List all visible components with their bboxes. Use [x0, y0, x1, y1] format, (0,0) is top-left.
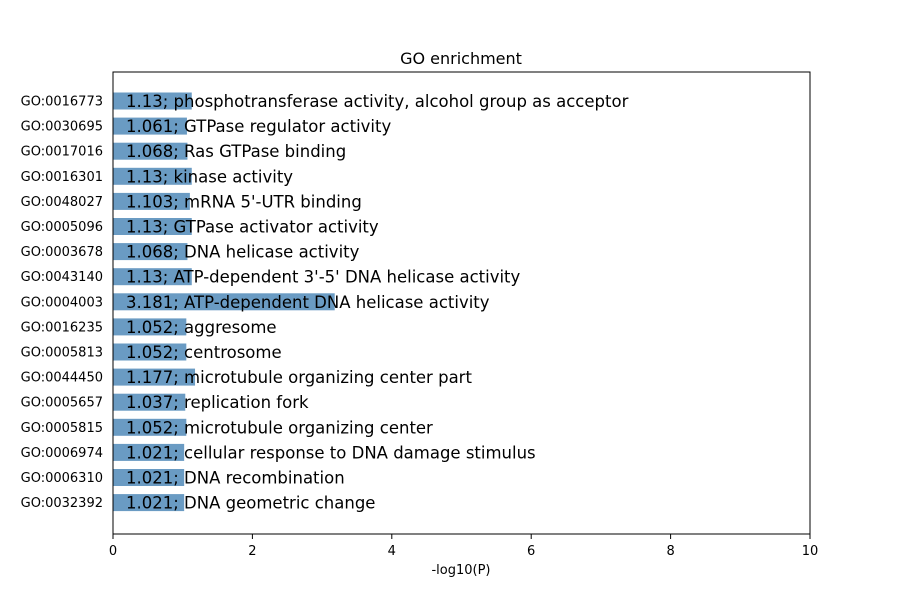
category-label: GO:0048027	[21, 195, 103, 210]
category-label: GO:0006974	[21, 446, 103, 461]
bar-label: 1.052; aggresome	[126, 318, 277, 337]
bar-GO:0016235	[113, 318, 187, 336]
category-label: GO:0043140	[21, 270, 103, 285]
category-label: GO:0004003	[21, 295, 103, 310]
plot-frame	[112, 71, 811, 535]
bar-label: 1.177; microtubule organizing center par…	[126, 368, 472, 387]
bar-GO:0032392	[113, 494, 185, 512]
bar-label: 1.021; cellular response to DNA damage s…	[126, 443, 536, 462]
chart-title: GO enrichment	[400, 49, 522, 68]
bar-GO:0004003	[113, 293, 335, 311]
bar-label: 1.13; GTPase activator activity	[126, 218, 379, 237]
category-label: GO:0030695	[21, 120, 103, 135]
bar-label: 1.103; mRNA 5'-UTR binding	[126, 192, 362, 211]
x-tick-label: 2	[248, 544, 256, 559]
bar-GO:0017016	[113, 142, 188, 160]
bar-GO:0030695	[113, 117, 187, 135]
bars-group	[113, 92, 335, 512]
bar-label: 1.052; centrosome	[126, 343, 282, 362]
x-tick-label: 4	[388, 544, 396, 559]
category-label: GO:0016301	[21, 170, 103, 185]
bar-label: 3.181; ATP-dependent DNA helicase activi…	[126, 293, 490, 312]
bar-labels-group: 1.13; phosphotransferase activity, alcoh…	[126, 92, 629, 513]
category-label: GO:0044450	[21, 371, 103, 386]
category-label: GO:0006310	[21, 471, 103, 486]
bar-label: 1.052; microtubule organizing center	[126, 418, 433, 437]
bar-label: 1.068; Ras GTPase binding	[126, 142, 346, 161]
category-label: GO:0016773	[21, 95, 103, 110]
x-tick-label: 0	[109, 544, 117, 559]
bar-GO:0048027	[113, 192, 190, 210]
x-tick-label: 8	[666, 544, 674, 559]
x-tick-label: 6	[527, 544, 535, 559]
category-label: GO:0005096	[21, 220, 103, 235]
bar-label: 1.021; DNA recombination	[126, 469, 345, 488]
bar-GO:0003678	[113, 243, 188, 261]
bar-label: 1.021; DNA geometric change	[126, 494, 375, 513]
bar-GO:0044450	[113, 368, 196, 386]
bar-GO:0005813	[113, 343, 187, 361]
category-label: GO:0016235	[21, 320, 103, 335]
x-axis-ticks-group: 0 2 4 6 8 10	[109, 534, 818, 559]
bar-GO:0005096	[113, 218, 192, 235]
category-label: GO:0005815	[21, 421, 103, 436]
category-label: GO:0003678	[21, 245, 103, 260]
category-label: GO:0005813	[21, 346, 103, 361]
bar-label: 1.037; replication fork	[126, 393, 309, 412]
bar-label: 1.13; ATP-dependent 3'-5' DNA helicase a…	[126, 268, 521, 287]
bar-GO:0005815	[113, 418, 187, 436]
bar-label: 1.13; phosphotransferase activity, alcoh…	[126, 92, 629, 111]
bar-GO:0016773	[113, 92, 192, 110]
bar-GO:0006310	[113, 469, 185, 486]
bar-GO:0043140	[113, 268, 192, 286]
bar-GO:0006974	[113, 443, 185, 461]
category-label: GO:0005657	[21, 396, 103, 411]
bar-label: 1.068; DNA helicase activity	[126, 243, 360, 262]
category-label: GO:0032392	[21, 496, 103, 511]
bar-GO:0016301	[113, 167, 192, 185]
bar-label: 1.13; kinase activity	[126, 167, 293, 186]
bar-GO:0005657	[113, 393, 186, 411]
x-axis-label: -log10(P)	[431, 563, 490, 578]
bar-label: 1.061; GTPase regulator activity	[126, 117, 391, 136]
category-labels-group: GO:0016773 GO:0030695 GO:0017016 GO:0016301…	[21, 95, 103, 512]
x-tick-label: 10	[802, 544, 819, 559]
category-label: GO:0017016	[21, 145, 103, 160]
